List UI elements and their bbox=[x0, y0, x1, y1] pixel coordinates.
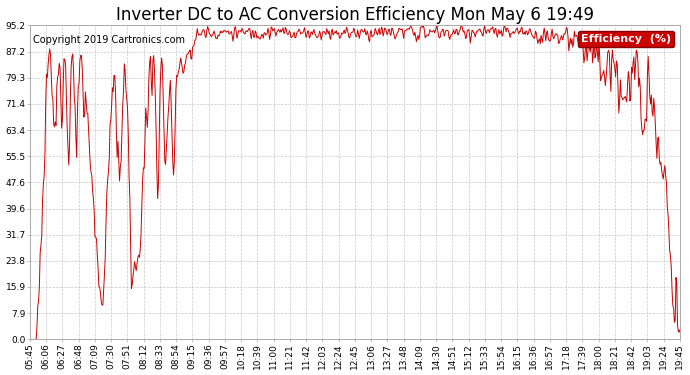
Title: Inverter DC to AC Conversion Efficiency Mon May 6 19:49: Inverter DC to AC Conversion Efficiency … bbox=[116, 6, 594, 24]
Text: Copyright 2019 Cartronics.com: Copyright 2019 Cartronics.com bbox=[33, 34, 185, 45]
Legend: Efficiency  (%): Efficiency (%) bbox=[578, 31, 674, 47]
